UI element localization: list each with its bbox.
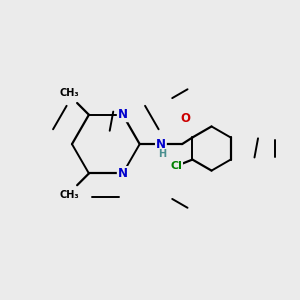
Text: H: H [158, 149, 166, 159]
Text: N: N [118, 108, 128, 121]
Text: Cl: Cl [170, 161, 182, 171]
Text: N: N [118, 167, 128, 180]
Text: O: O [181, 112, 190, 125]
Text: CH₃: CH₃ [60, 190, 80, 200]
Text: N: N [156, 138, 166, 151]
Text: CH₃: CH₃ [60, 88, 80, 98]
